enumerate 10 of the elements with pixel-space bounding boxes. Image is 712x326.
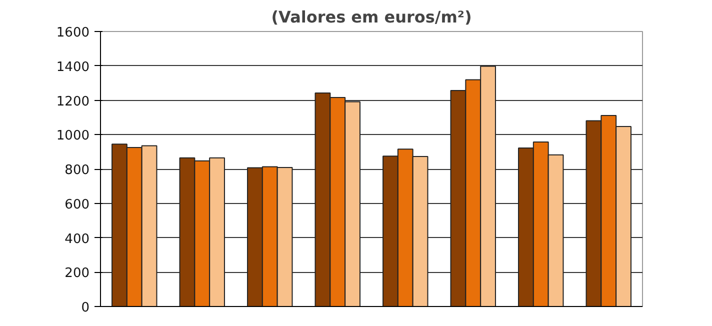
- y-tick-label: 600: [64, 197, 90, 212]
- chart-title: (Valores em euros/m²): [271, 8, 472, 26]
- y-tick-label: 1400: [56, 60, 90, 75]
- y-tick-label: 1600: [56, 26, 90, 40]
- y-tick-label: 800: [64, 163, 90, 178]
- y-tick-label: 1200: [56, 94, 90, 110]
- y-tick-label: 400: [64, 232, 90, 247]
- y-tick-label: 200: [64, 266, 90, 282]
- y-tick-label: 0: [81, 300, 90, 316]
- y-tick-label: 1000: [56, 128, 90, 144]
